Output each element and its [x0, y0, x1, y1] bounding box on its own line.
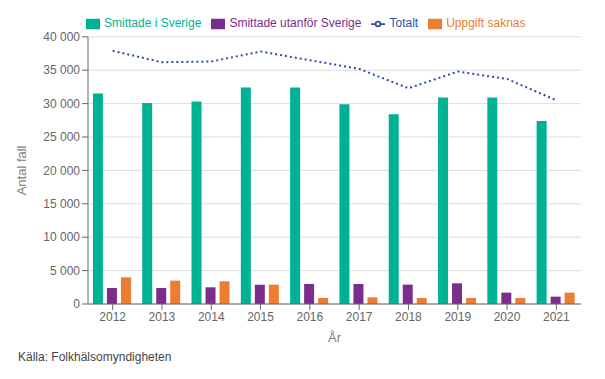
svg-text:20 000: 20 000 — [43, 164, 80, 178]
svg-text:5 000: 5 000 — [50, 264, 80, 278]
svg-text:2015: 2015 — [247, 310, 274, 324]
svg-text:2013: 2013 — [149, 310, 176, 324]
svg-text:40 000: 40 000 — [43, 30, 80, 44]
svg-text:År: År — [328, 330, 342, 345]
html-text:Uppgift saknas: Uppgift saknas — [446, 16, 526, 30]
html-text:Källa: Folkhälsomyndigheten: Källa: Folkhälsomyndigheten — [18, 350, 172, 364]
html-text:Smittade utanför Sverige: Smittade utanför Sverige — [229, 16, 362, 30]
svg-text:2012: 2012 — [99, 310, 126, 324]
svg-text:10 000: 10 000 — [43, 230, 80, 244]
svg-text:2020: 2020 — [494, 310, 521, 324]
svg-text:2017: 2017 — [346, 310, 373, 324]
svg-text:2014: 2014 — [198, 310, 225, 324]
html-text:Totalt: Totalt — [389, 16, 419, 30]
svg-text:2019: 2019 — [444, 310, 471, 324]
svg-text:25 000: 25 000 — [43, 130, 80, 144]
svg-text:2018: 2018 — [395, 310, 422, 324]
html-text:Smittade i Sverige: Smittade i Sverige — [104, 16, 202, 30]
svg-text:0: 0 — [73, 297, 80, 311]
svg-text:30 000: 30 000 — [43, 97, 80, 111]
svg-text:35 000: 35 000 — [43, 63, 80, 77]
svg-text:2021: 2021 — [543, 310, 570, 324]
svg-text:2016: 2016 — [296, 310, 323, 324]
svg-text:Antal fall: Antal fall — [14, 145, 29, 195]
svg-text:15 000: 15 000 — [43, 197, 80, 211]
